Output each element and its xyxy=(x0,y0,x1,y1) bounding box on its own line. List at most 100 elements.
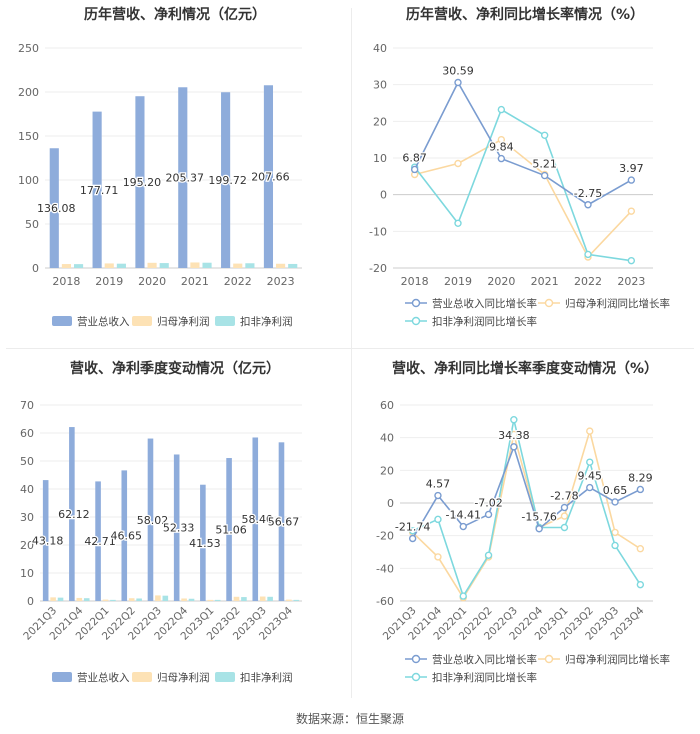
data-label: -2.75 xyxy=(574,187,602,200)
y-tick-label: 60 xyxy=(380,399,394,412)
legend-label: 营业总收入 xyxy=(77,671,130,684)
y-tick-label: 40 xyxy=(20,483,34,496)
data-point xyxy=(560,523,569,532)
bar xyxy=(69,427,75,601)
data-label: -15.76 xyxy=(521,511,556,524)
data-point xyxy=(627,256,636,265)
bar xyxy=(61,264,71,268)
data-label: 52.33 xyxy=(163,522,195,535)
bar xyxy=(57,597,64,601)
y-tick-label: 40 xyxy=(380,432,394,445)
y-tick-label: 200 xyxy=(18,86,39,99)
y-tick-label: 10 xyxy=(373,152,387,165)
bar xyxy=(147,438,154,601)
data-point xyxy=(497,135,506,144)
bar xyxy=(245,263,255,268)
y-tick-label: 20 xyxy=(20,539,34,552)
y-tick-label: -20 xyxy=(369,262,387,275)
data-label: 205.37 xyxy=(166,172,205,185)
x-tick-label: 2018 xyxy=(401,275,429,288)
bar xyxy=(286,599,292,601)
data-label: 34.38 xyxy=(498,429,529,442)
legend-label: 营业总收入 xyxy=(77,315,130,328)
x-tick-label: 2022 xyxy=(574,275,602,288)
legend-label: 扣非净利润同比增长率 xyxy=(432,315,537,328)
data-point xyxy=(636,580,645,589)
y-tick-label: 30 xyxy=(373,79,387,92)
data-point xyxy=(497,154,506,163)
legend-label: 扣非净利润 xyxy=(240,315,293,328)
bar xyxy=(233,596,240,601)
y-tick-label: 0 xyxy=(27,595,34,608)
bar xyxy=(241,597,247,601)
bar xyxy=(155,595,161,601)
data-point xyxy=(454,219,462,227)
y-tick-label: -20 xyxy=(376,530,394,543)
bar xyxy=(288,263,298,268)
y-tick-label: 250 xyxy=(18,42,39,55)
bar xyxy=(263,85,274,268)
legend-label: 归母净利润同比增长率 xyxy=(565,297,670,310)
data-label: 6.87 xyxy=(402,151,427,164)
data-point xyxy=(540,171,549,180)
bar xyxy=(121,470,128,601)
bar xyxy=(276,263,286,268)
chart-title: 营收、净利同比增长率季度变动情况（%） xyxy=(391,361,659,377)
bar xyxy=(95,481,101,601)
legend-label: 归母净利润 xyxy=(157,315,210,328)
data-point xyxy=(510,443,518,451)
data-label: 9.84 xyxy=(489,141,514,154)
annual-revenue-chart: 0 50 100 150 200 250 2018 2019 2020 2021 2022 2023 1… xyxy=(18,42,302,328)
data-point xyxy=(584,201,592,209)
bar xyxy=(50,597,56,601)
data-point xyxy=(408,534,417,543)
data-label: 62.12 xyxy=(58,508,90,521)
data-point xyxy=(586,483,594,492)
data-label: 56.67 xyxy=(268,516,300,529)
bar xyxy=(202,262,212,268)
data-point xyxy=(410,165,419,174)
legend-swatch xyxy=(52,316,72,326)
data-label: 199.72 xyxy=(208,174,247,187)
legend-swatch xyxy=(411,672,421,682)
bar xyxy=(181,598,187,601)
legend-label: 营业总收入同比增长率 xyxy=(432,653,537,666)
series-line xyxy=(413,80,632,206)
y-tick-label: -40 xyxy=(376,562,394,575)
data-label: 41.53 xyxy=(189,537,221,550)
y-tick-label: -10 xyxy=(369,225,387,238)
series-line xyxy=(412,428,641,600)
x-tick-label: 2019 xyxy=(444,275,472,288)
bar xyxy=(214,599,221,601)
bar xyxy=(200,484,206,601)
y-tick-label: -60 xyxy=(376,595,394,608)
data-point xyxy=(459,522,467,531)
bar xyxy=(178,87,188,268)
x-tick-label: 2018 xyxy=(52,275,80,288)
bar xyxy=(278,442,285,601)
x-tick-label: 2021 xyxy=(181,275,209,288)
legend-swatch xyxy=(411,316,421,326)
x-tick-label: 2021 xyxy=(531,275,559,288)
legend-swatch xyxy=(215,316,235,326)
x-tick-label: 2020 xyxy=(138,275,166,288)
annual-growth-panel: 历年营收、净利同比增长率情况（%） -20 -10 0 10 20 30 40 2018 201… xyxy=(350,0,700,345)
bar xyxy=(76,597,83,601)
horizontal-divider xyxy=(6,348,694,349)
data-point xyxy=(627,176,636,184)
data-point xyxy=(434,515,442,524)
series-line xyxy=(414,108,632,262)
data-point xyxy=(636,485,645,494)
chart-title: 营收、净利季度变动情况（亿元） xyxy=(70,361,280,377)
bar xyxy=(267,596,273,601)
chart-title: 历年营收、净利同比增长率情况（%） xyxy=(405,7,645,23)
legend-swatch xyxy=(544,654,554,664)
legend-label: 扣非净利润同比增长率 xyxy=(432,671,537,684)
data-label: 58.40 xyxy=(242,513,274,526)
data-point xyxy=(484,510,493,519)
series-line xyxy=(411,444,641,539)
legend-swatch xyxy=(411,298,421,308)
legend-label: 营业总收入同比增长率 xyxy=(432,297,537,310)
x-tick-label: 2020 xyxy=(487,275,515,288)
series-line xyxy=(414,138,632,259)
